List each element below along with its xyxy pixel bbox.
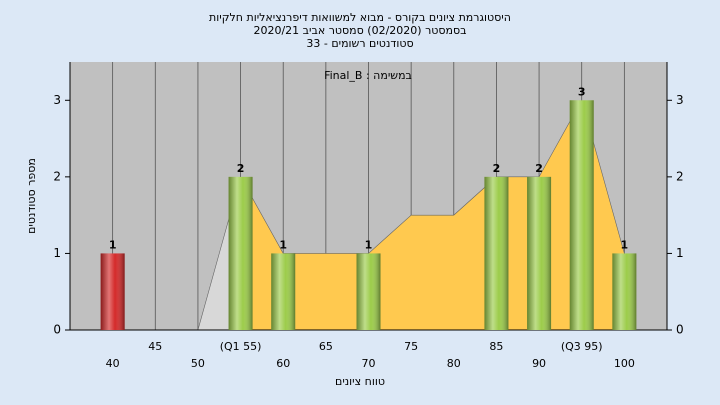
chart-title: היסטוגרמת ציונים בקורס - מבוא למשוואות ד… [209,11,511,24]
y-tick-label: 3 [53,93,61,107]
value-label: 2 [237,162,245,175]
chart-subtitle: סטודנטים רשומים - 33 [306,37,413,50]
x-tick-label: 90 [532,357,546,370]
x-tick-label: 80 [447,357,461,370]
x-axis-label: טווח ציונים [335,375,385,388]
value-label: 1 [365,238,373,251]
x-tick-label: 70 [362,357,376,370]
bar-shade [271,253,296,330]
y2-tick-label: 0 [676,323,684,337]
value-label: 1 [621,238,629,251]
value-label: 3 [578,85,586,98]
y2-tick-label: 2 [676,169,684,183]
y-tick-label: 0 [53,323,61,337]
y-axis-label: מספר סטודנטים [25,158,38,234]
x-tick-label: 85 [489,340,503,353]
x-tick-label: (Q3 95) [561,340,603,353]
x-tick-label: 45 [148,340,162,353]
bar-shade [356,253,381,330]
bar-shade [100,253,125,330]
x-tick-label: 65 [319,340,333,353]
annotation: במשימה : Final_B [324,69,412,82]
x-tick-label: 40 [106,357,120,370]
x-tick-label: 100 [614,357,635,370]
bar-shade [612,253,637,330]
y2-tick-label: 1 [676,246,684,260]
y2-tick-label: 3 [676,93,684,107]
y-tick-label: 1 [53,246,61,260]
bar-shade [228,176,253,330]
bar-shade [484,176,509,330]
value-label: 1 [109,238,117,251]
chart-subtitle: בסמסטר (02/2020) סמסטר אביב 2020/21 [253,24,466,37]
x-tick-label: 75 [404,340,418,353]
value-label: 2 [493,162,501,175]
value-label: 1 [279,238,287,251]
bar-shade [527,176,552,330]
x-tick-label: 50 [191,357,205,370]
value-label: 2 [535,162,543,175]
y-tick-label: 2 [53,169,61,183]
x-tick-label: (Q1 55) [220,340,262,353]
bar-shade [569,100,594,331]
x-tick-label: 60 [276,357,290,370]
